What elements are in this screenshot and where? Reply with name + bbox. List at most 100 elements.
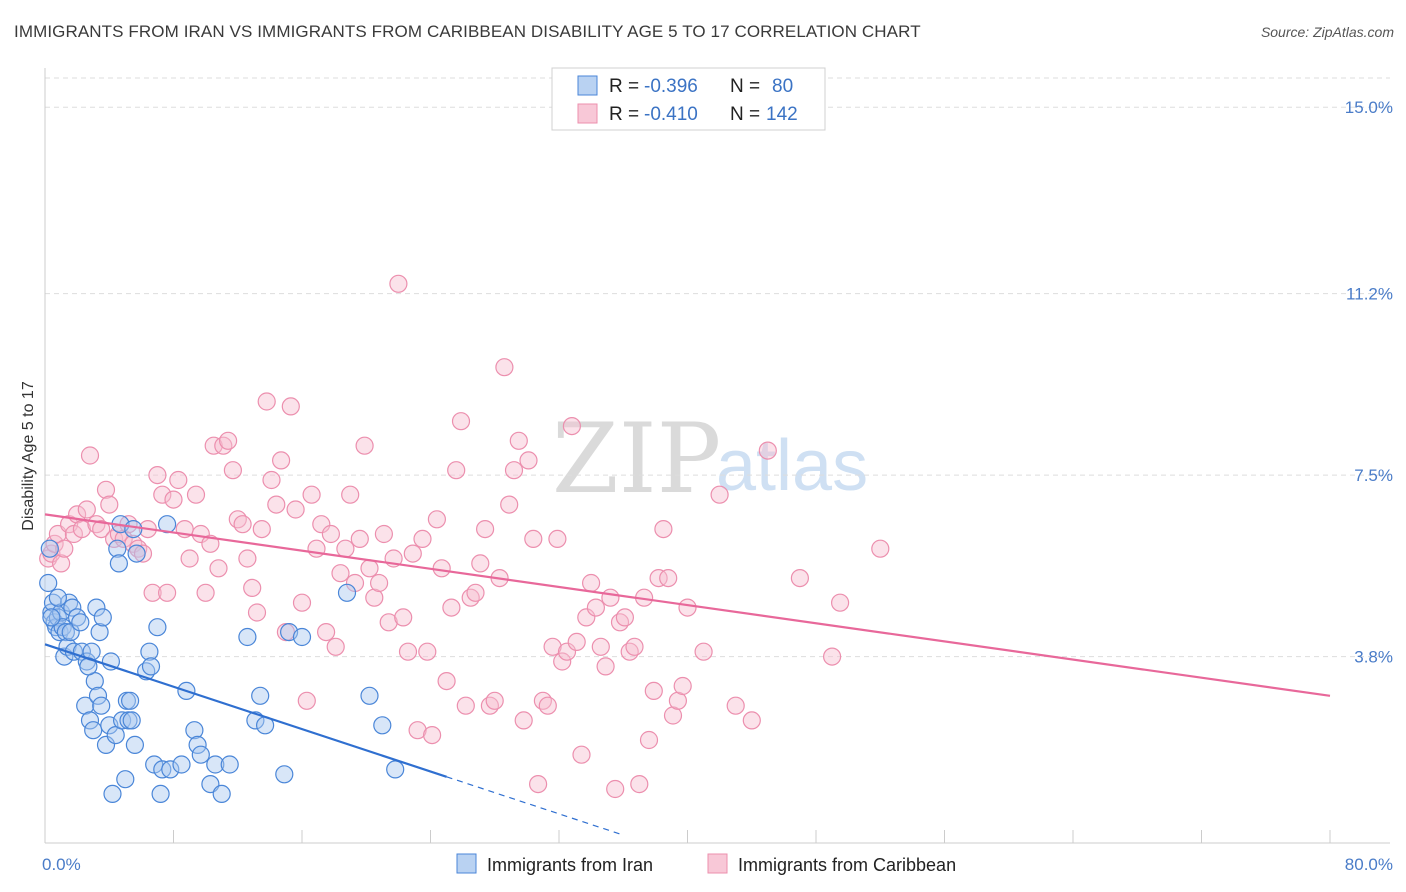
caribbean-point — [509, 431, 528, 450]
caribbean-point — [495, 358, 514, 377]
caribbean-point — [644, 681, 663, 701]
caribbean-point — [196, 583, 215, 602]
iran-point — [185, 721, 204, 740]
iran-point — [108, 539, 127, 558]
y-axis-tick-labels: 3.8% 7.5% 11.2% 15.0% — [1345, 98, 1393, 666]
caribbean-point — [302, 485, 321, 504]
iran-point — [125, 735, 144, 755]
caribbean-point — [659, 568, 678, 588]
iran-point — [109, 554, 129, 573]
caribbean-point — [158, 583, 177, 602]
caribbean-point — [252, 519, 271, 539]
caribbean-point — [437, 671, 456, 691]
iran-point — [212, 784, 231, 804]
caribbean-point — [533, 691, 553, 710]
caribbean-point — [169, 470, 188, 490]
iran-point — [39, 573, 58, 593]
caribbean-point — [365, 588, 384, 607]
caribbean-point — [133, 544, 153, 563]
caribbean-point — [209, 559, 228, 578]
caribbean-point — [96, 480, 116, 499]
caribbean-point — [355, 436, 374, 455]
iran-point — [191, 745, 210, 764]
caribbean-point — [447, 461, 466, 480]
caribbean-point — [451, 412, 471, 431]
caribbean-point — [557, 642, 577, 661]
bottom-legend-iran-swatch — [456, 853, 477, 874]
iran-point — [127, 544, 146, 563]
caribbean-point — [790, 568, 810, 588]
legend-iran-r-label: R = — [609, 76, 639, 97]
iran-point — [292, 627, 312, 647]
chart-title: IMMIGRANTS FROM IRAN VS IMMIGRANTS FROM … — [14, 22, 921, 41]
caribbean-point — [538, 696, 557, 715]
caribbean-point — [548, 529, 567, 549]
caribbean-point — [476, 519, 495, 539]
legend-caribbean-swatch — [577, 103, 598, 124]
caribbean-point — [153, 485, 172, 504]
iran-trend-extension — [446, 776, 624, 836]
caribbean-trend-line — [44, 513, 1331, 697]
caribbean-point — [524, 529, 543, 549]
caribbean-point — [562, 417, 582, 436]
caribbean-point — [243, 578, 262, 598]
caribbean-point — [418, 642, 437, 661]
caribbean-point — [758, 441, 777, 460]
iran-point — [220, 755, 239, 774]
caribbean-point — [257, 392, 276, 411]
caribbean-point — [423, 725, 442, 745]
caribbean-point — [442, 598, 461, 617]
iran-point — [112, 711, 132, 730]
caribbean-point — [394, 608, 413, 627]
caribbean-point — [504, 461, 524, 480]
x-tick-label-min: 0.0% — [42, 855, 81, 874]
caribbean-point — [51, 554, 71, 573]
iran-point — [67, 608, 87, 627]
legend-iran-swatch — [577, 75, 598, 96]
iran-point — [93, 608, 112, 627]
caribbean-point — [77, 500, 96, 519]
iran-point — [59, 593, 79, 612]
iran-point — [103, 784, 122, 804]
legend-caribbean-r-value: -0.410 — [644, 104, 698, 125]
caribbean-point — [543, 637, 562, 656]
caribbean-point — [456, 696, 475, 715]
iran-point — [63, 598, 82, 617]
caribbean-point — [678, 598, 697, 617]
caribbean-point — [379, 613, 398, 632]
iran-point — [92, 696, 111, 715]
caribbean-point — [148, 466, 167, 485]
caribbean-point — [331, 564, 350, 583]
watermark-zip: ZIP — [552, 403, 721, 515]
caribbean-point — [403, 544, 422, 563]
legend-caribbean-r-label: R = — [609, 104, 639, 125]
iran-point — [206, 755, 225, 774]
caribbean-point — [186, 485, 206, 504]
caribbean-point — [360, 559, 379, 578]
caribbean-point — [625, 637, 644, 656]
iran-point — [122, 711, 141, 730]
bottom-legend-caribbean-label: Immigrants from Caribbean — [738, 855, 956, 875]
caribbean-point — [694, 642, 713, 661]
iran-point — [76, 696, 95, 715]
caribbean-point — [180, 549, 199, 568]
caribbean-point — [350, 529, 369, 549]
legend-iran-r-value: -0.396 — [644, 76, 698, 97]
iran-point — [172, 755, 191, 774]
caribbean-point — [649, 568, 668, 588]
iran-point — [141, 657, 161, 676]
y-tick-label: 11.2% — [1346, 285, 1393, 304]
caribbean-point — [267, 495, 286, 514]
caribbean-point — [398, 642, 418, 661]
caribbean-point — [471, 554, 490, 573]
caribbean-point — [219, 431, 238, 450]
trend-lines — [44, 513, 1331, 836]
legend-iran-n-label: N = — [730, 76, 760, 97]
caribbean-point — [281, 397, 300, 416]
caribbean-point — [596, 657, 615, 676]
caribbean-point — [191, 524, 210, 544]
iran-point — [42, 608, 61, 627]
caribbean-point — [528, 774, 548, 794]
iran-point — [48, 608, 68, 627]
iran-point — [161, 760, 180, 779]
